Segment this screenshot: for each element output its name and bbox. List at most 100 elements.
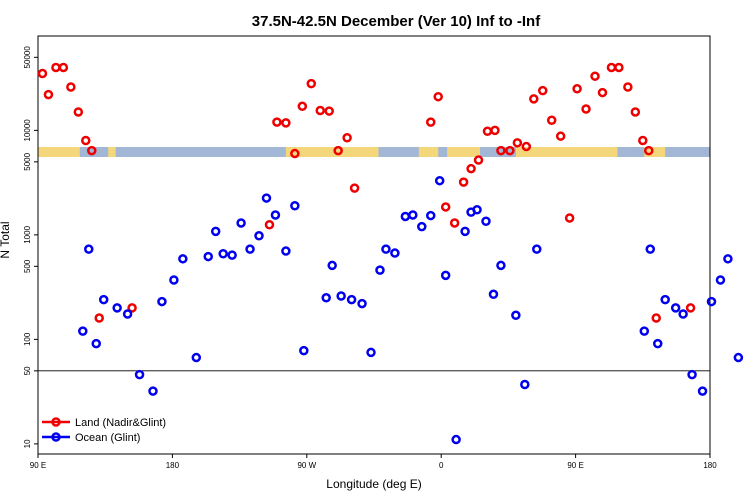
ocean-point xyxy=(78,326,88,336)
x-tick-label: 180 xyxy=(166,461,180,470)
x-tick-label: 90 W xyxy=(297,461,316,470)
land-point xyxy=(614,62,624,73)
ocean-point xyxy=(440,270,451,281)
ocean-point xyxy=(481,216,491,227)
ocean-point xyxy=(408,210,418,220)
x-tick-label: 180 xyxy=(703,461,717,470)
y-tick-label: 50000 xyxy=(23,46,32,69)
y-tick-label: 5000 xyxy=(23,152,32,170)
legend-land-label: Land (Nadir&Glint) xyxy=(75,417,166,429)
ocean-point xyxy=(460,226,470,237)
ocean-point xyxy=(112,303,122,313)
ocean-point xyxy=(723,254,733,264)
band-land-segment xyxy=(515,147,618,157)
x-tick-label: 90 E xyxy=(567,461,583,470)
land-point xyxy=(306,78,317,89)
land-point xyxy=(73,107,84,117)
band-land-segment xyxy=(418,147,439,157)
land-point xyxy=(630,107,641,117)
ocean-point xyxy=(321,293,331,303)
land-point xyxy=(505,145,515,156)
land-point xyxy=(490,125,500,136)
x-axis: 90 E 180 90 W 0 90 E 180 xyxy=(30,454,717,470)
land-point xyxy=(37,68,48,79)
y-tick-label: 100 xyxy=(23,332,32,346)
ocean-point xyxy=(227,250,237,260)
land-point xyxy=(342,132,352,143)
data-points xyxy=(37,62,744,445)
band-land-segment xyxy=(644,147,666,157)
ocean-point xyxy=(660,294,670,305)
land-point xyxy=(597,87,608,98)
ocean-point xyxy=(148,386,158,396)
ocean-point xyxy=(451,434,461,445)
land-point xyxy=(297,101,308,112)
x-axis-label: Longitude (deg E) xyxy=(326,477,421,491)
land-point xyxy=(537,85,548,96)
ocean-point xyxy=(715,275,726,285)
land-point xyxy=(94,313,104,323)
y-tick-label: 1000 xyxy=(23,225,32,243)
ocean-point xyxy=(336,291,346,301)
land-point xyxy=(425,117,436,127)
land-point xyxy=(127,303,137,313)
y-tick-label: 10000 xyxy=(23,119,32,142)
ocean-point xyxy=(532,244,542,254)
ocean-point xyxy=(122,309,133,319)
land-point xyxy=(281,118,291,128)
ocean-point xyxy=(346,294,357,305)
ocean-point xyxy=(245,244,255,254)
land-point xyxy=(623,82,633,92)
ocean-point xyxy=(281,246,291,256)
land-point xyxy=(87,145,97,156)
ocean-point xyxy=(697,386,708,396)
ocean-point xyxy=(733,352,744,363)
land-point xyxy=(458,177,469,187)
land-point xyxy=(466,163,476,174)
ocean-point xyxy=(670,303,681,313)
ocean-point xyxy=(366,347,376,358)
land-point xyxy=(433,91,443,102)
x-tick-label: 0 xyxy=(439,461,444,470)
ocean-point xyxy=(417,221,427,232)
land-point xyxy=(58,62,69,73)
land-point xyxy=(315,105,325,116)
land-point xyxy=(264,219,275,230)
band-land-segment xyxy=(38,147,80,157)
x-tick-label: 90 E xyxy=(30,461,46,470)
land-point xyxy=(529,94,539,104)
ocean-point xyxy=(327,260,337,271)
land-point xyxy=(449,218,460,228)
ocean-point xyxy=(472,204,482,215)
land-point xyxy=(496,145,506,156)
ocean-point xyxy=(169,275,179,285)
ocean-point xyxy=(706,296,717,307)
ocean-point xyxy=(520,379,530,390)
y-tick-label: 500 xyxy=(23,259,32,273)
ocean-point xyxy=(639,326,650,336)
land-point xyxy=(272,117,282,127)
ocean-point xyxy=(98,294,109,305)
land-point xyxy=(651,313,661,323)
land-point xyxy=(644,145,654,156)
ocean-point xyxy=(390,248,400,258)
ocean-point xyxy=(381,244,391,254)
band-land-segment xyxy=(447,147,481,157)
ocean-point xyxy=(496,260,506,271)
ocean-point xyxy=(178,254,188,264)
land-point xyxy=(685,303,696,313)
land-point xyxy=(43,89,54,100)
land-point xyxy=(555,131,566,141)
band-land-segment xyxy=(108,147,116,157)
land-point xyxy=(81,135,91,146)
ocean-point xyxy=(299,345,309,356)
y-axis-label: N Total xyxy=(0,221,12,258)
ocean-point xyxy=(488,289,499,300)
ocean-point xyxy=(645,244,656,254)
ocean-point xyxy=(270,210,281,220)
land-point xyxy=(324,106,334,116)
legend: Land (Nadir&Glint) Ocean (Glint) xyxy=(42,417,166,444)
legend-ocean-marker xyxy=(51,432,61,442)
land-point xyxy=(440,202,451,212)
